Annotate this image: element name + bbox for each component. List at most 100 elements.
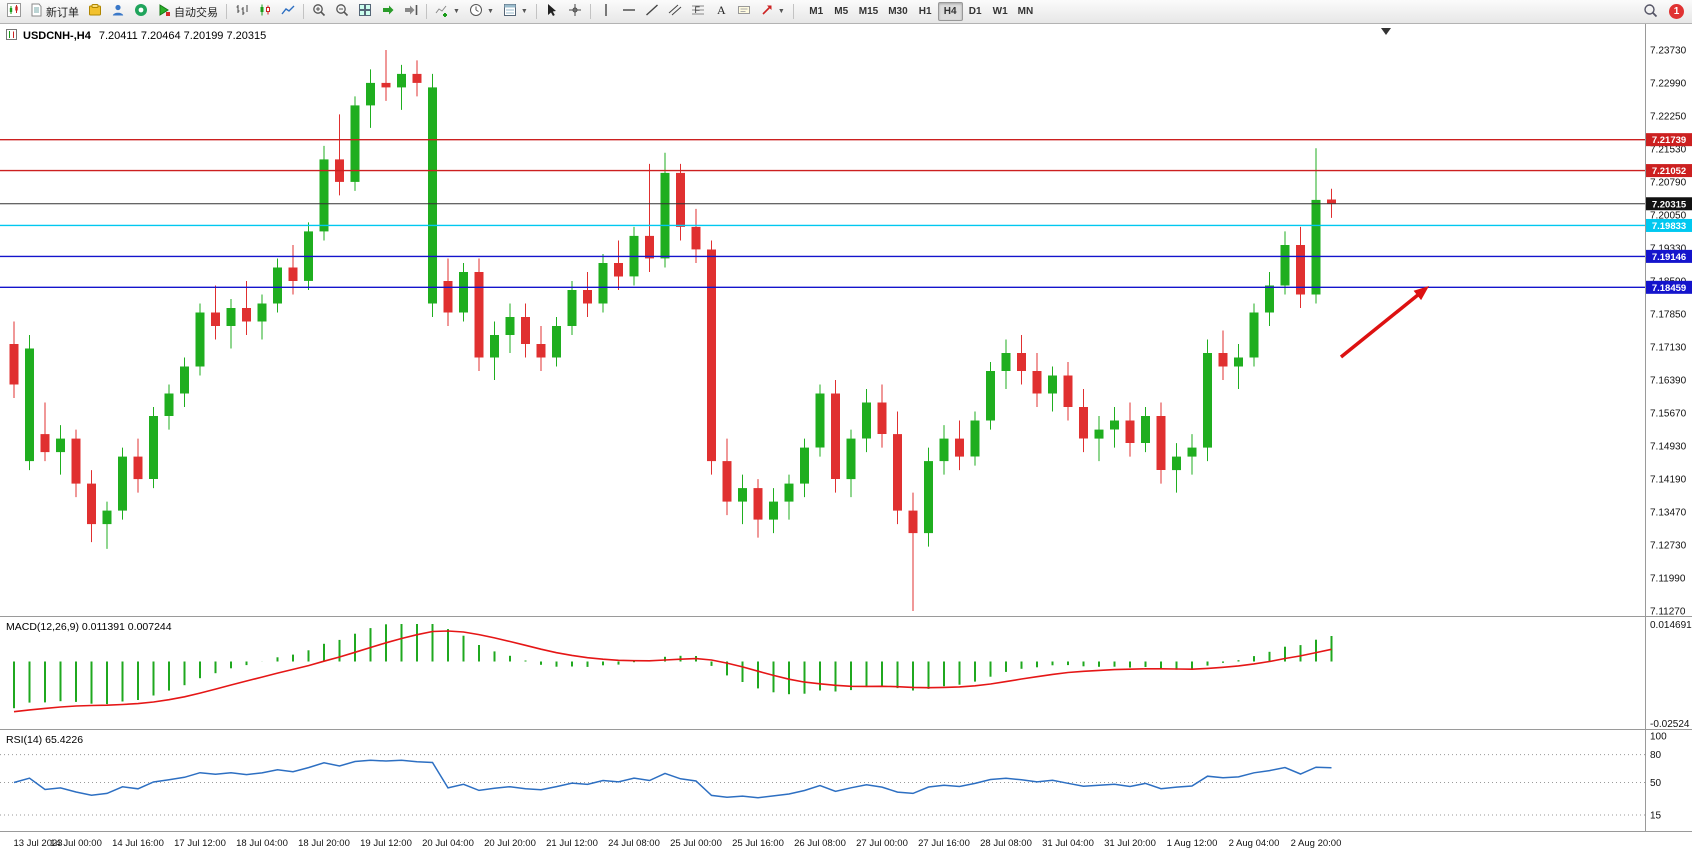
- price-tag-7.21739: 7.21739: [1646, 133, 1692, 147]
- svg-text:17 Jul 12:00: 17 Jul 12:00: [174, 838, 226, 849]
- label-tool-icon: [737, 3, 751, 20]
- vline-tool-button[interactable]: [595, 2, 617, 22]
- auto-trading-button[interactable]: 自动交易: [153, 2, 222, 22]
- new-chart-button[interactable]: [3, 2, 25, 22]
- chart-symbol-label: USDCNH-,H4: [23, 30, 91, 42]
- svg-text:7.14930: 7.14930: [1650, 442, 1687, 453]
- chart-shift-icon: [404, 3, 418, 20]
- clock-icon: [469, 3, 483, 20]
- svg-text:19 Jul 12:00: 19 Jul 12:00: [360, 838, 412, 849]
- toolbar: 新订单 自动交易: [0, 0, 1692, 24]
- timeframe-m5-button[interactable]: M5: [829, 2, 854, 21]
- crosshair-icon: [568, 3, 582, 20]
- svg-text:28 Jul 08:00: 28 Jul 08:00: [980, 838, 1032, 849]
- timeframe-mn-button[interactable]: MN: [1013, 2, 1039, 21]
- svg-text:7.19146: 7.19146: [1652, 252, 1686, 263]
- chart-shift-button[interactable]: [400, 2, 422, 22]
- rsi-value: 65.4226: [45, 734, 84, 746]
- crosshair-button[interactable]: [564, 2, 586, 22]
- chart-shift-marker[interactable]: [1381, 28, 1391, 35]
- new-order-button[interactable]: 新订单: [26, 2, 83, 22]
- auto-scroll-icon: [381, 3, 395, 20]
- annotation-arrow[interactable]: [1339, 290, 1424, 359]
- macd-signal-line: [13, 630, 1332, 713]
- text-tool-icon: A: [714, 3, 728, 20]
- new-order-label: 新订单: [46, 6, 79, 19]
- zoom-out-button[interactable]: [331, 2, 353, 22]
- svg-text:31 Jul 04:00: 31 Jul 04:00: [1042, 838, 1094, 849]
- svg-text:13 Jul 2023: 13 Jul 2023: [13, 838, 62, 849]
- candlestick-series: [9, 50, 1336, 611]
- svg-text:7.20315: 7.20315: [1652, 199, 1687, 210]
- chart-area[interactable]: USDCNH-,H4 7.20411 7.20464 7.20199 7.203…: [0, 24, 1692, 851]
- auto-scroll-button[interactable]: [377, 2, 399, 22]
- auto-trading-label: 自动交易: [174, 6, 218, 19]
- arrows-tool-button[interactable]: ▼: [756, 2, 789, 22]
- timeframe-h4-button[interactable]: H4: [937, 2, 963, 21]
- svg-text:24 Jul 08:00: 24 Jul 08:00: [608, 838, 660, 849]
- svg-text:18 Jul 20:00: 18 Jul 20:00: [298, 838, 350, 849]
- line-chart-type-button[interactable]: [277, 2, 299, 22]
- zoom-in-button[interactable]: [308, 2, 330, 22]
- svg-text:7.20790: 7.20790: [1650, 178, 1687, 189]
- auto-trading-icon: [157, 3, 171, 20]
- notification-badge[interactable]: 1: [1669, 4, 1684, 19]
- cursor-button[interactable]: [541, 2, 563, 22]
- indicators-button[interactable]: ▼: [431, 2, 464, 22]
- price-tag-7.19146: 7.19146: [1646, 249, 1692, 263]
- timeframe-m15-button[interactable]: M15: [854, 2, 883, 21]
- svg-text:25 Jul 16:00: 25 Jul 16:00: [732, 838, 784, 849]
- rsi-name: RSI(14): [6, 734, 43, 746]
- svg-text:7.17850: 7.17850: [1650, 310, 1687, 321]
- timeframe-h1-button[interactable]: H1: [913, 2, 938, 21]
- svg-text:50: 50: [1650, 778, 1662, 789]
- svg-text:7.18459: 7.18459: [1652, 283, 1686, 294]
- chevron-down-icon: ▼: [453, 8, 460, 15]
- label-tool-button[interactable]: [733, 2, 755, 22]
- zoom-in-icon: [312, 3, 326, 20]
- market-watch-button[interactable]: [107, 2, 129, 22]
- fibonacci-tool-button[interactable]: F: [687, 2, 709, 22]
- timeframe-w1-button[interactable]: W1: [988, 2, 1013, 21]
- toolbar-separator: [303, 4, 304, 19]
- svg-text:80: 80: [1650, 750, 1662, 761]
- hline-tool-button[interactable]: [618, 2, 640, 22]
- candlestick-icon: [258, 3, 272, 20]
- timeframe-m1-button[interactable]: M1: [804, 2, 829, 21]
- timeframe-m30-button[interactable]: M30: [883, 2, 912, 21]
- svg-text:20 Jul 20:00: 20 Jul 20:00: [484, 838, 536, 849]
- profile-icon: [88, 3, 102, 20]
- community-button[interactable]: [130, 2, 152, 22]
- svg-text:27 Jul 00:00: 27 Jul 00:00: [856, 838, 908, 849]
- svg-text:25 Jul 00:00: 25 Jul 00:00: [670, 838, 722, 849]
- timeframe-d1-button[interactable]: D1: [963, 2, 988, 21]
- macd-label: MACD(12,26,9) 0.011391 0.007244: [6, 621, 172, 633]
- svg-text:7.15670: 7.15670: [1650, 409, 1687, 420]
- search-button[interactable]: [1639, 2, 1662, 22]
- bar-chart-type-button[interactable]: [231, 2, 253, 22]
- cursor-icon: [545, 3, 559, 20]
- candlestick-chart-type-button[interactable]: [254, 2, 276, 22]
- profile-button[interactable]: [84, 2, 106, 22]
- svg-text:2 Aug 20:00: 2 Aug 20:00: [1291, 838, 1342, 849]
- svg-text:7.17130: 7.17130: [1650, 343, 1687, 354]
- svg-text:7.11270: 7.11270: [1650, 607, 1686, 618]
- templates-button[interactable]: ▼: [499, 2, 532, 22]
- svg-text:31 Jul 20:00: 31 Jul 20:00: [1104, 838, 1156, 849]
- chart-symbol-icon: [6, 29, 17, 43]
- svg-text:7.11990: 7.11990: [1650, 574, 1686, 585]
- svg-text:F: F: [694, 5, 700, 15]
- svg-text:7.21739: 7.21739: [1652, 135, 1686, 146]
- svg-text:7.22250: 7.22250: [1650, 112, 1687, 123]
- channel-icon: [668, 3, 682, 20]
- annotation-arrow-head: [1413, 286, 1429, 301]
- text-tool-button[interactable]: A: [710, 2, 732, 22]
- channel-tool-button[interactable]: [664, 2, 686, 22]
- svg-text:100: 100: [1650, 732, 1667, 743]
- trendline-icon: [645, 3, 659, 20]
- periods-button[interactable]: ▼: [465, 2, 498, 22]
- macd-histogram: [13, 624, 1333, 709]
- tile-windows-button[interactable]: [354, 2, 376, 22]
- trendline-tool-button[interactable]: [641, 2, 663, 22]
- svg-text:14 Jul 00:00: 14 Jul 00:00: [50, 838, 102, 849]
